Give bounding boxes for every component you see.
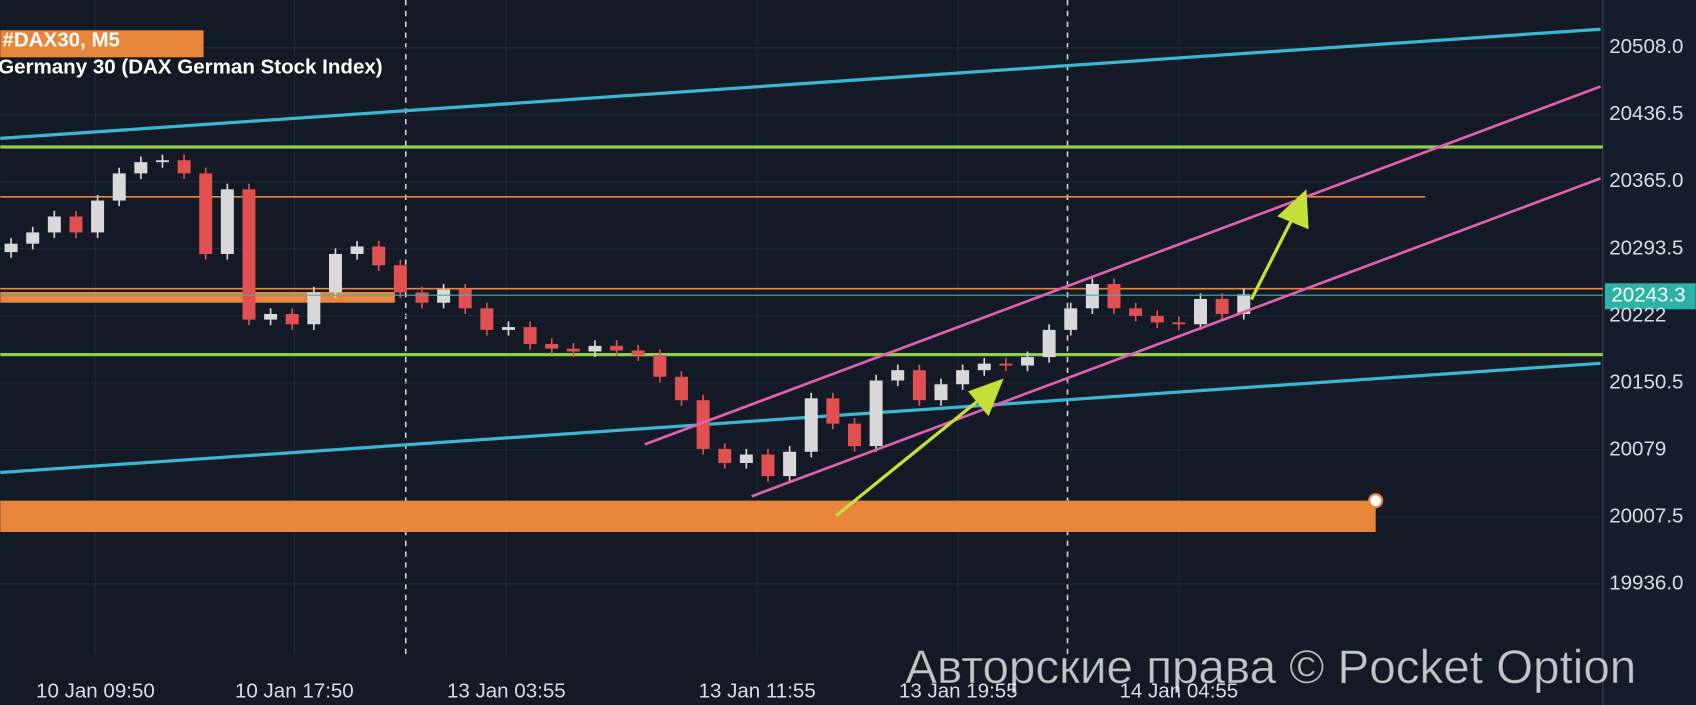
candle-body [393, 265, 407, 293]
candle-body [350, 246, 364, 254]
y-tick-label: 20436.5 [1609, 102, 1683, 125]
candle-body [631, 350, 645, 356]
candle-body [480, 308, 494, 330]
candle-body [47, 216, 61, 233]
candle-body [26, 232, 40, 244]
trend-line [0, 27, 1601, 141]
x-tick-label: 10 Jan 17:50 [235, 679, 354, 702]
y-tick-label: 19936.0 [1609, 571, 1683, 594]
candle-body [848, 423, 861, 447]
candle-body [1237, 294, 1251, 314]
candle-body [739, 454, 753, 463]
candle-body [912, 370, 926, 401]
candle-body [242, 189, 256, 320]
candle-body [934, 384, 948, 401]
price-tag [1604, 283, 1696, 310]
resistance-zone [0, 291, 395, 303]
candle-body [869, 380, 883, 447]
candle-body [891, 370, 905, 381]
candle-body [437, 289, 451, 303]
arrow-line [1249, 215, 1295, 301]
chart-title: #DAX30, M5 [2, 29, 120, 52]
candle-body [177, 160, 191, 174]
candle-body [826, 398, 840, 424]
arrow-line [835, 398, 980, 518]
candle-body [1172, 322, 1186, 325]
support-zone [0, 500, 1376, 532]
y-tick-label: 20508.0 [1609, 35, 1683, 58]
candle-body [718, 448, 732, 463]
x-tick-label: 13 Jan 03:55 [447, 679, 566, 702]
candle-body [588, 345, 602, 352]
zone-handle [1368, 493, 1384, 509]
candle-body [415, 292, 429, 303]
price-axis-panel [1602, 0, 1696, 705]
candle-body [1085, 283, 1099, 309]
watermark: Авторские права © Pocket Option [905, 641, 1636, 694]
candle-body [696, 400, 710, 449]
candle-body [761, 454, 775, 477]
candle-body [1215, 298, 1229, 314]
y-tick-label: 20222 [1609, 303, 1666, 326]
channel-line [751, 177, 1602, 498]
candle-body [220, 189, 234, 254]
current-price-label: 20243.3 [1611, 284, 1685, 307]
y-tick-label: 20150.5 [1609, 370, 1683, 393]
candle-body [285, 313, 299, 325]
chart-subtitle: Germany 30 (DAX German Stock Index) [0, 56, 383, 79]
candle-body [523, 327, 537, 344]
candle-body [372, 246, 386, 266]
candle-body [458, 289, 472, 309]
y-tick-label: 20293.5 [1609, 236, 1683, 259]
arrow-head [1277, 189, 1309, 230]
channel-line [644, 85, 1602, 446]
candle-body [328, 253, 342, 293]
candle-body [1042, 329, 1056, 358]
candle-body [956, 370, 970, 385]
candle-body [1107, 283, 1121, 309]
y-tick-label: 20365.0 [1609, 169, 1683, 192]
candle-body [977, 363, 991, 371]
x-tick-label: 14 Jan 04:55 [1120, 679, 1239, 702]
candle-body [199, 173, 213, 254]
x-tick-label: 10 Jan 09:50 [36, 679, 155, 702]
candle-body [566, 348, 580, 352]
candle-body [134, 162, 148, 174]
x-tick-label: 13 Jan 19:55 [899, 679, 1018, 702]
candle-body [1021, 357, 1034, 366]
candle-body [653, 355, 667, 377]
candle-body [674, 376, 688, 401]
candle-body [4, 243, 18, 253]
candle-body [804, 398, 818, 452]
title-box [0, 30, 204, 58]
trend-line [0, 361, 1601, 475]
candle-body [545, 343, 559, 349]
candle-body [112, 173, 126, 201]
arrow-head [968, 378, 1004, 417]
candle-body [307, 292, 321, 325]
candle-body [1194, 298, 1207, 325]
candle-body [91, 200, 105, 233]
y-tick-label: 20007.5 [1609, 504, 1683, 527]
candle-body [501, 327, 515, 330]
candle-body [999, 363, 1013, 366]
candle-body [155, 160, 169, 163]
y-tick-label: 20079 [1609, 437, 1666, 460]
candle-body [1064, 308, 1078, 330]
x-tick-label: 13 Jan 11:55 [699, 679, 816, 702]
candle-body [610, 345, 624, 351]
candle-body [69, 216, 83, 233]
candle-body [1129, 308, 1143, 316]
candle-body [783, 451, 797, 477]
candle-body [1150, 315, 1164, 323]
candle-body [264, 313, 278, 320]
